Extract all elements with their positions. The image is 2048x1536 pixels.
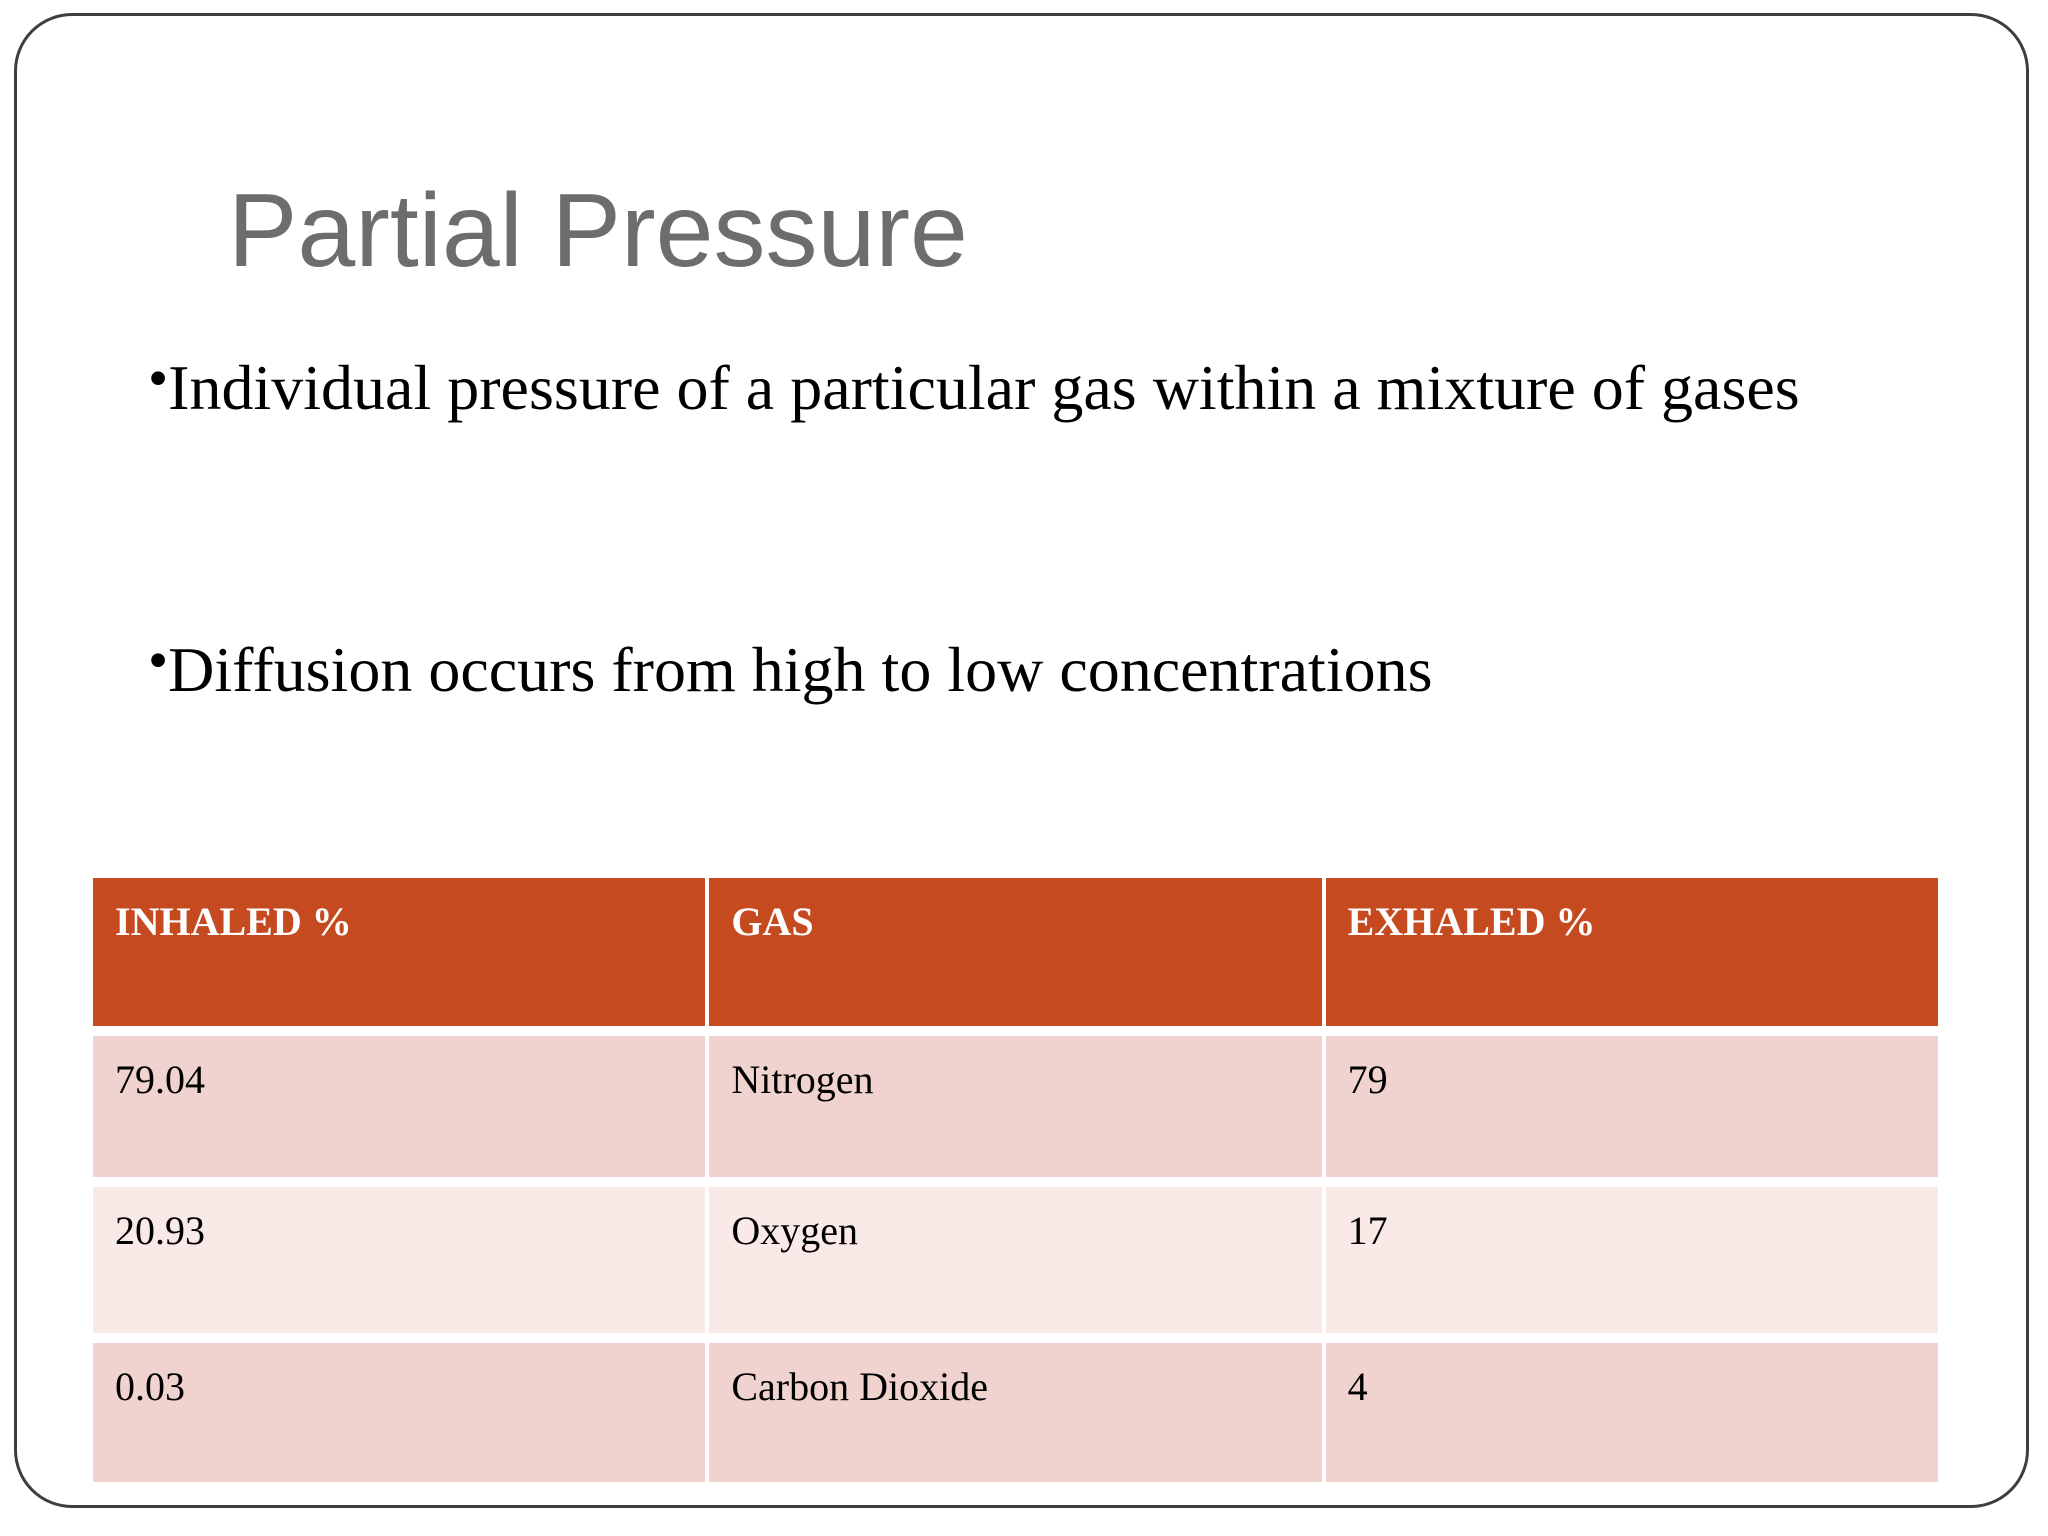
table-cell-exhaled-oxygen: 17	[1325, 1187, 1938, 1333]
table-cell-inhaled-nitrogen: 79.04	[93, 1036, 706, 1177]
table-cell-gas-oxygen: Oxygen	[709, 1187, 1322, 1333]
table-cell-exhaled-nitrogen: 79	[1325, 1036, 1938, 1177]
slide-border-frame	[14, 13, 2029, 1508]
table-header-inhaled: INHALED %	[93, 878, 706, 1026]
slide-title: Partial Pressure	[228, 173, 968, 289]
bullet-item-2: •Diffusion occurs from high to low conce…	[118, 613, 1878, 729]
bullet-item-1: •Individual pressure of a particular gas…	[118, 331, 1878, 447]
gas-exchange-table: INHALED % GAS EXHALED % 79.04 Nitrogen 7…	[93, 878, 1938, 1482]
table-cell-inhaled-oxygen: 20.93	[93, 1187, 706, 1333]
table-cell-inhaled-co2: 0.03	[93, 1343, 706, 1482]
table-cell-gas-co2: Carbon Dioxide	[709, 1343, 1322, 1482]
table-header-exhaled: EXHALED %	[1325, 878, 1938, 1026]
bullet-marker: •	[148, 347, 169, 411]
bullet-text-1: Individual pressure of a particular gas …	[168, 352, 1800, 423]
table-cell-exhaled-co2: 4	[1325, 1343, 1938, 1482]
table-header-gas: GAS	[709, 878, 1322, 1026]
bullet-text-2: Diffusion occurs from high to low concen…	[168, 634, 1433, 705]
table-cell-gas-nitrogen: Nitrogen	[709, 1036, 1322, 1177]
bullet-marker: •	[148, 629, 169, 693]
